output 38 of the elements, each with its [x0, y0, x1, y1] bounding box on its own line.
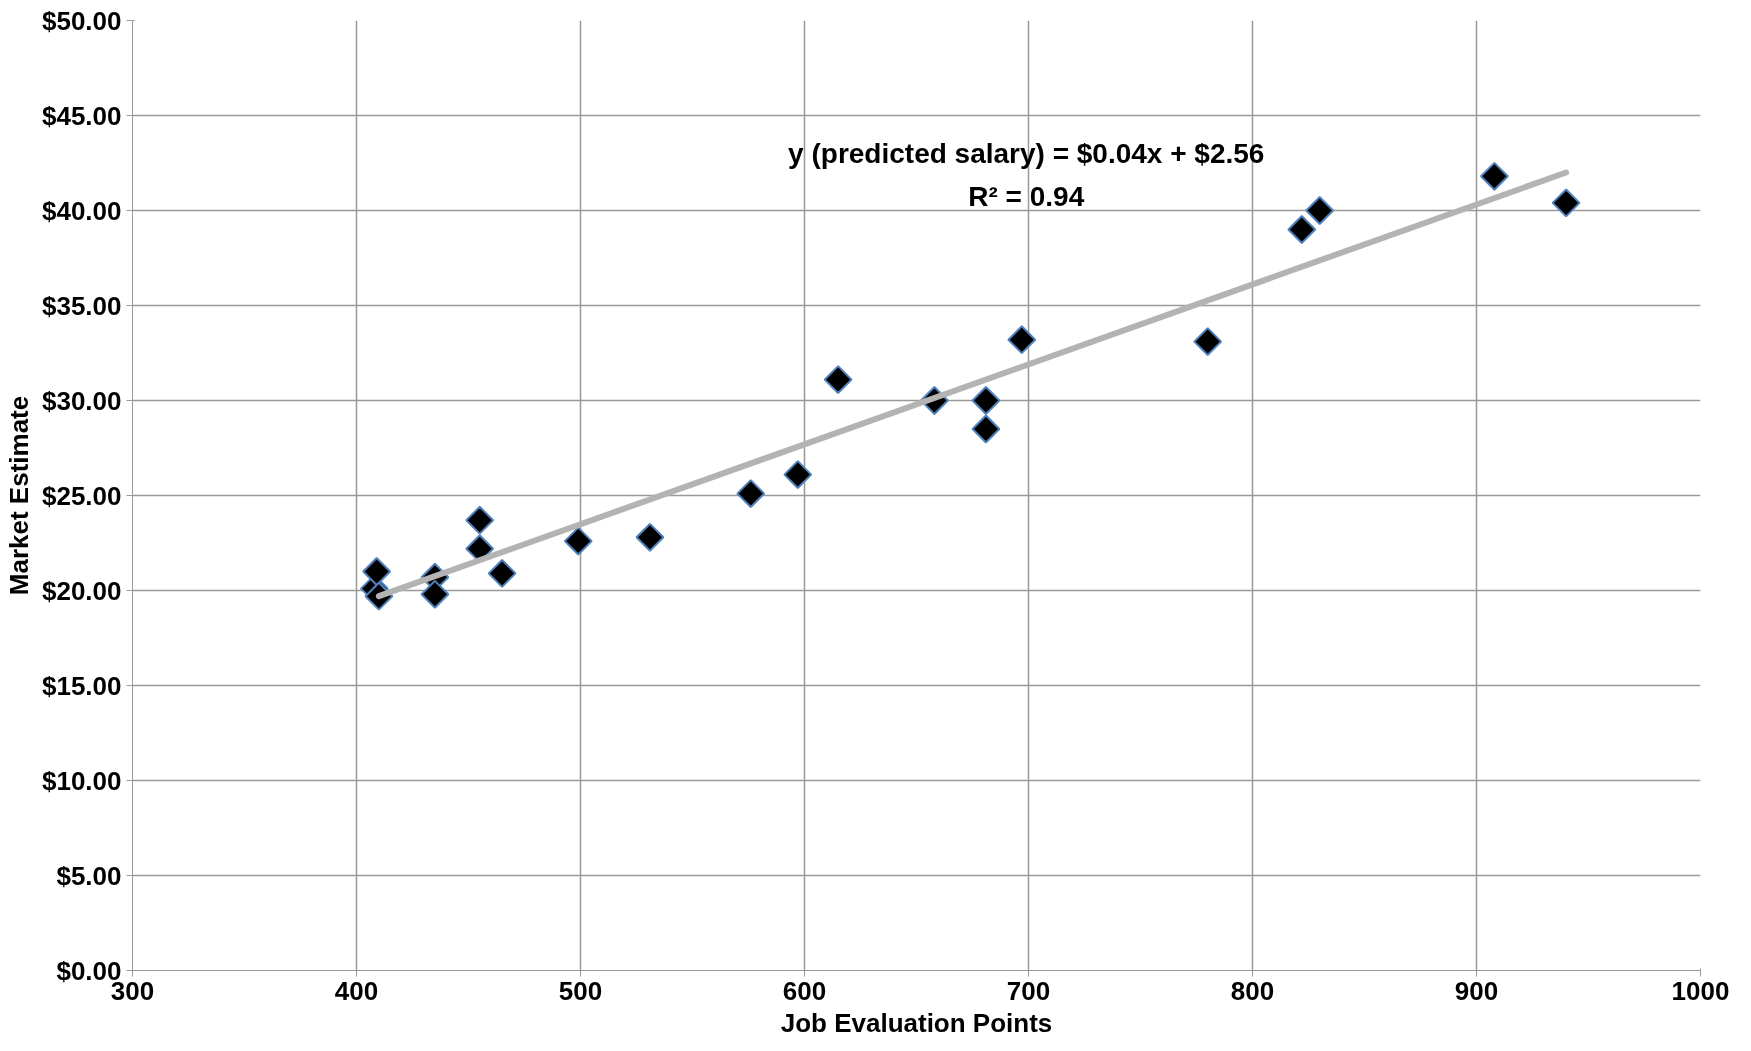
point [420, 579, 450, 609]
y-tick-label: $35.00 [41, 290, 122, 321]
point [783, 460, 813, 490]
y-tick-label: $25.00 [41, 480, 122, 511]
point [1007, 325, 1037, 355]
point [465, 505, 495, 535]
point [362, 557, 392, 586]
point [1305, 196, 1335, 225]
point [563, 526, 593, 556]
point [971, 414, 1001, 444]
annotation: y (predicted salary) = $0.04x + $2.56 [788, 138, 1265, 169]
y-tick-label: $15.00 [41, 670, 122, 701]
x-tick-label: 700 [1006, 975, 1051, 1006]
y-tick-label: $10.00 [41, 765, 122, 796]
x-axis-title: Job Evaluation Points [780, 1007, 1053, 1038]
y-tick-label: $30.00 [41, 385, 122, 416]
y-axis-title: Market Estimate [3, 395, 34, 596]
y-tick-label: $40.00 [41, 195, 122, 226]
point [1551, 188, 1581, 218]
point [1287, 215, 1317, 244]
point [635, 522, 665, 552]
point [736, 479, 766, 509]
y-tick-label: $50.00 [41, 5, 122, 36]
y-tick-label: $45.00 [41, 100, 122, 131]
point [487, 558, 517, 588]
y-tick-label: $5.00 [56, 860, 122, 891]
x-tick-label: 900 [1454, 975, 1499, 1006]
point [1479, 161, 1509, 191]
x-tick-label: 800 [1230, 975, 1275, 1006]
x-tick-label: 500 [558, 975, 603, 1006]
point [1193, 327, 1223, 357]
x-tick-label: 1000 [1671, 975, 1730, 1006]
x-tick-label: 600 [782, 975, 827, 1006]
y-tick-label: $20.00 [41, 575, 122, 606]
point [823, 365, 853, 395]
point [971, 386, 1001, 415]
x-tick-label: 400 [334, 975, 379, 1006]
annotation: R² = 0.94 [968, 180, 1085, 212]
